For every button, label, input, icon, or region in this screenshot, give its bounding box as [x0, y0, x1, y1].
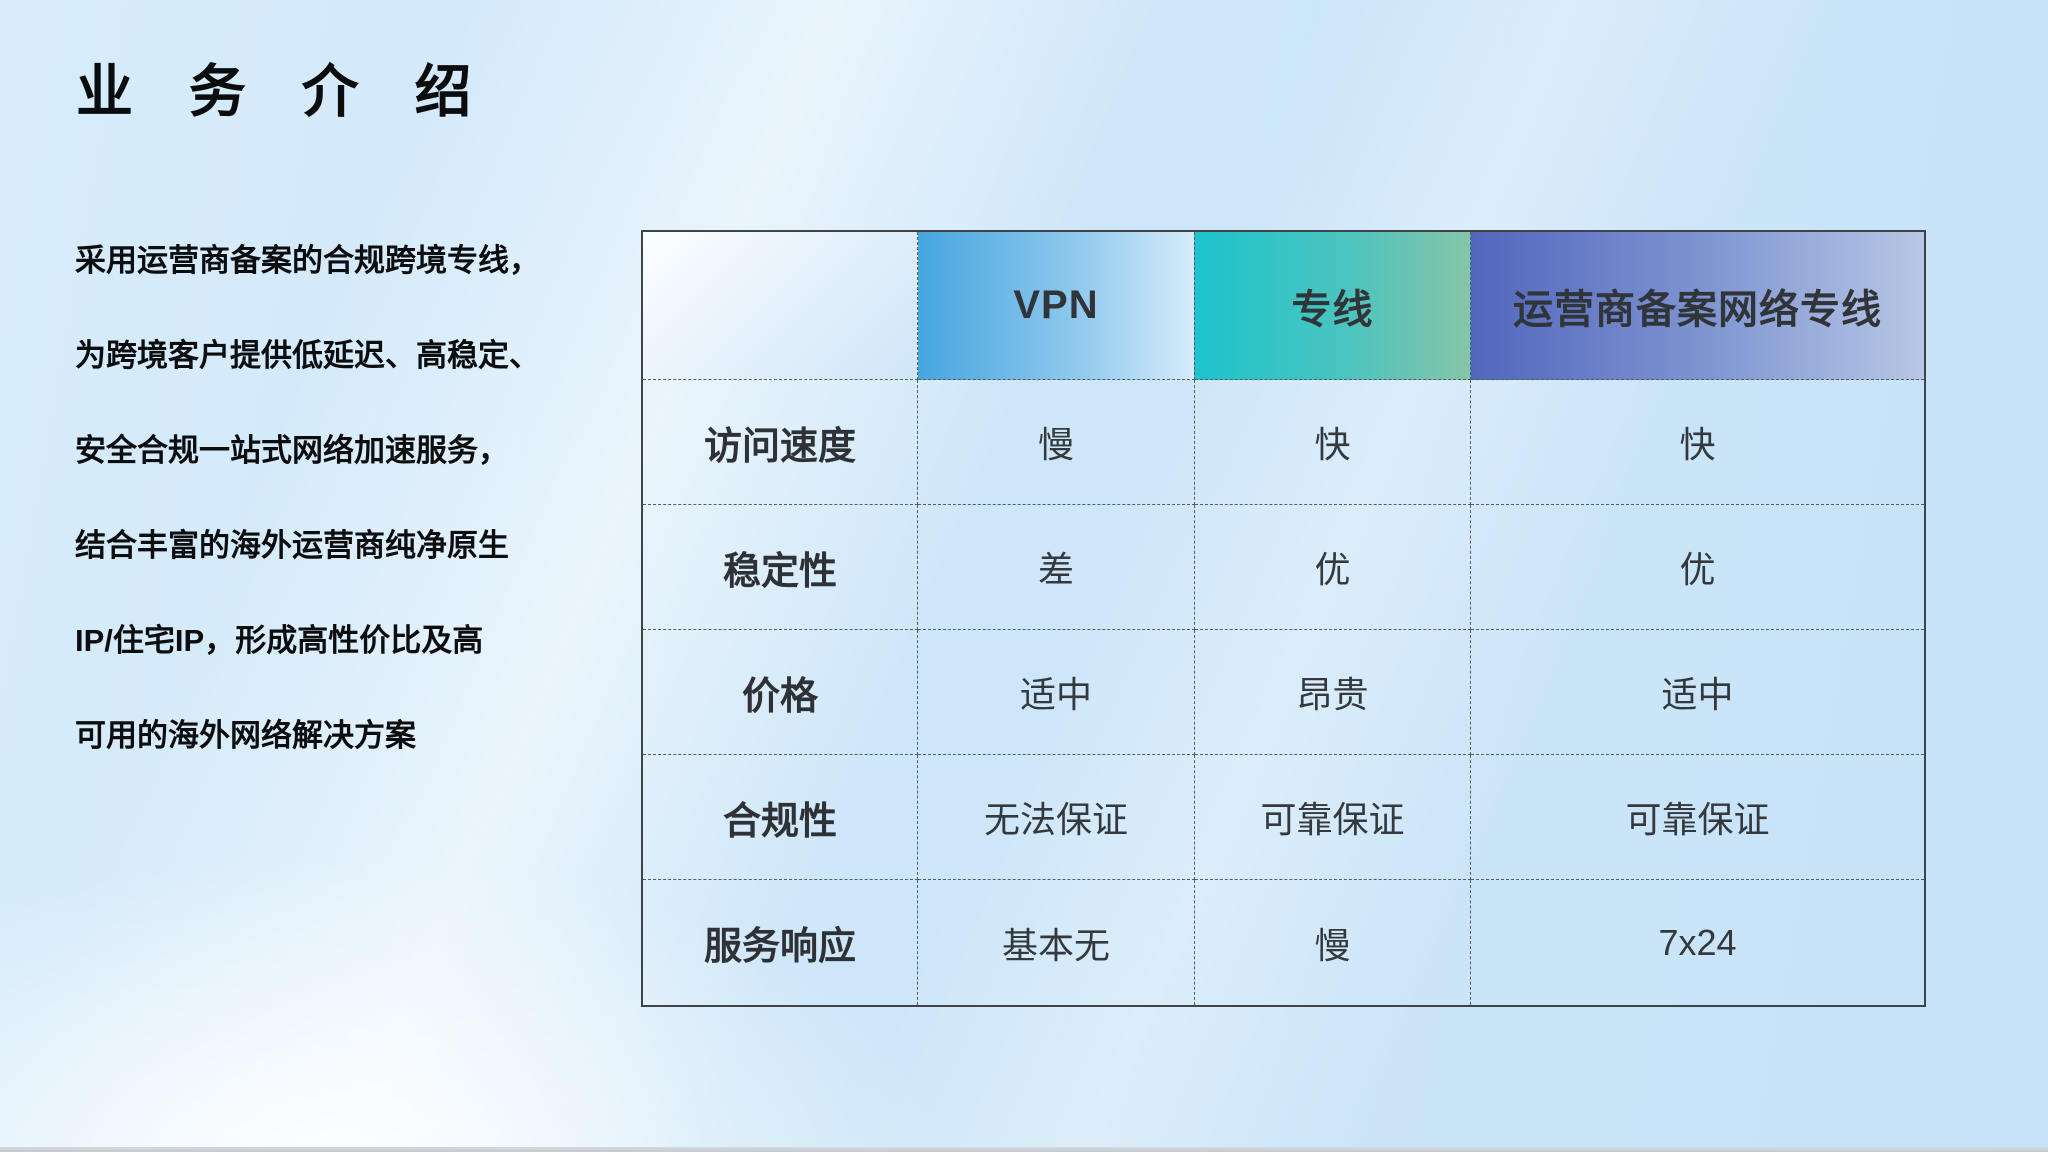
table-cell: 优 — [1195, 505, 1471, 630]
intro-paragraph: 采用运营商备案的合规跨境专线， 为跨境客户提供低延迟、高稳定、 安全合规一站式网… — [75, 213, 655, 783]
row-label-service-response: 服务响应 — [643, 880, 918, 1005]
table-cell: 无法保证 — [918, 755, 1195, 880]
table-header-dedicated-line: 专线 — [1195, 232, 1471, 380]
table-cell: 可靠保证 — [1195, 755, 1471, 880]
table-cell: 差 — [918, 505, 1195, 630]
table-cell: 7x24 — [1658, 921, 1737, 963]
row-label-compliance: 合规性 — [643, 755, 918, 880]
table-cell: 昂贵 — [1195, 630, 1471, 755]
table-cell: 慢 — [918, 380, 1195, 505]
intro-line: 为跨境客户提供低延迟、高稳定、 — [75, 338, 540, 373]
row-label-access-speed: 访问速度 — [643, 380, 918, 505]
table-cell: 慢 — [1195, 880, 1471, 1005]
table-cell: 基本无 — [918, 880, 1195, 1005]
row-label-stability: 稳定性 — [643, 505, 918, 630]
bottom-edge-strip — [0, 1147, 2048, 1152]
table-cell: 快 — [1195, 380, 1471, 505]
comparison-table: VPN 专线 运营商备案网络专线 访问速度 慢 快 快 稳定性 差 优 优 价格… — [641, 230, 1926, 1007]
table-cell: 适中 — [1471, 630, 1924, 755]
table-cell: 快 — [1471, 380, 1924, 505]
table-cell: 可靠保证 — [1471, 755, 1924, 880]
table-cell: 优 — [1471, 505, 1924, 630]
table-cell: 适中 — [918, 630, 1195, 755]
row-label-price: 价格 — [643, 630, 918, 755]
intro-line: 安全合规一站式网络加速服务， — [75, 433, 509, 468]
intro-line: 可用的海外网络解决方案 — [75, 718, 416, 753]
page-title: 业 务 介 绍 — [76, 60, 492, 124]
table-header-vpn: VPN — [918, 232, 1195, 380]
intro-line: 采用运营商备案的合规跨境专线， — [75, 243, 540, 278]
table-header-blank — [643, 232, 918, 380]
intro-line: IP/住宅IP，形成高性价比及高 — [75, 623, 484, 658]
intro-line: 结合丰富的海外运营商纯净原生 — [75, 528, 509, 563]
table-header-carrier-line: 运营商备案网络专线 — [1471, 232, 1924, 380]
